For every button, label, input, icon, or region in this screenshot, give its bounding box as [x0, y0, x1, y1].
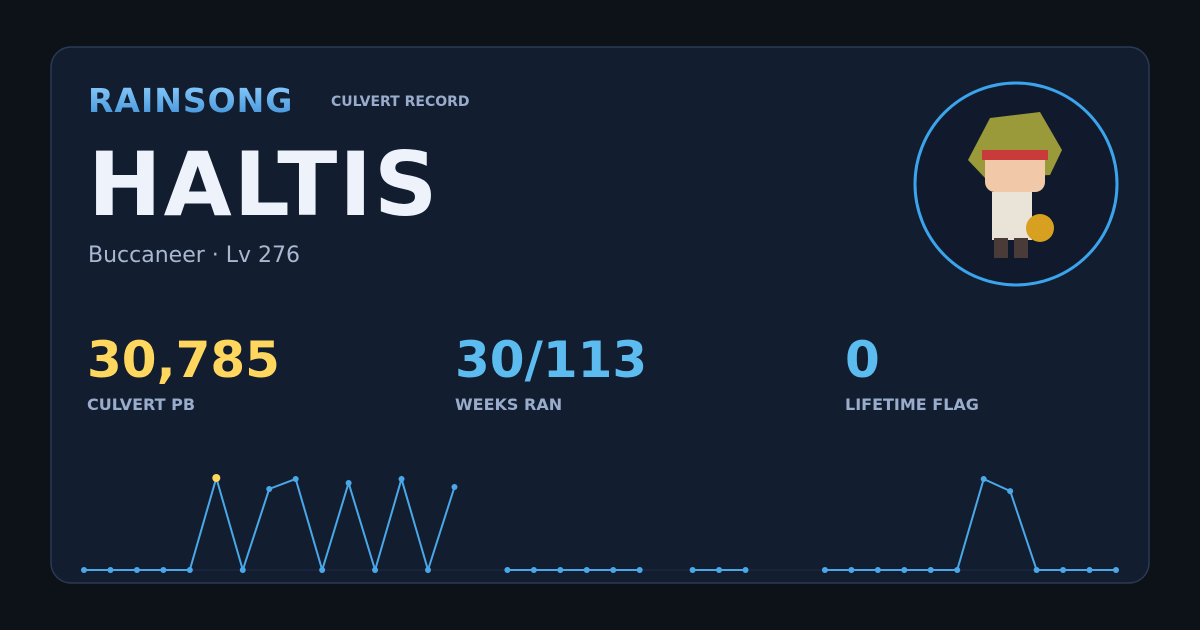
point	[345, 480, 352, 487]
point	[425, 567, 431, 573]
point	[557, 567, 564, 573]
point	[239, 567, 246, 573]
point	[954, 567, 961, 573]
record-subtitle: CULVERT RECORD	[331, 94, 470, 110]
stat-value: 30/113	[455, 331, 647, 389]
stat-value: 30,785	[87, 331, 280, 389]
point	[821, 567, 828, 573]
point	[636, 567, 643, 573]
point	[689, 567, 696, 573]
point	[319, 567, 326, 573]
point	[81, 567, 87, 573]
server-name: RAINSONG	[88, 81, 293, 120]
point	[292, 476, 299, 483]
point	[107, 567, 114, 573]
class-level: Buccaneer · Lv 276	[88, 243, 300, 268]
stat-label: CULVERT PB	[87, 395, 195, 414]
point	[901, 567, 908, 573]
point	[742, 567, 749, 573]
point	[398, 476, 405, 483]
stat-label: LIFETIME FLAG	[845, 395, 979, 414]
point	[133, 567, 140, 573]
point	[874, 567, 881, 573]
point	[1113, 567, 1119, 573]
point	[583, 567, 590, 573]
point	[927, 567, 934, 573]
player-name: HALTIS	[88, 133, 439, 236]
point	[451, 484, 458, 491]
point	[1086, 567, 1093, 573]
point	[186, 567, 193, 573]
card	[50, 46, 1150, 584]
point	[504, 567, 511, 573]
point	[716, 567, 723, 573]
stat-value: 0	[845, 331, 880, 389]
point	[530, 567, 537, 573]
stat-label: WEEKS RAN	[455, 395, 562, 414]
point	[848, 567, 855, 573]
avatar	[913, 81, 1119, 287]
point	[1060, 567, 1067, 573]
point	[160, 567, 167, 573]
point	[1033, 567, 1040, 573]
point	[266, 486, 273, 493]
point	[372, 567, 379, 573]
point	[212, 474, 221, 482]
point	[1007, 488, 1014, 495]
point	[610, 567, 617, 573]
point	[980, 476, 987, 483]
